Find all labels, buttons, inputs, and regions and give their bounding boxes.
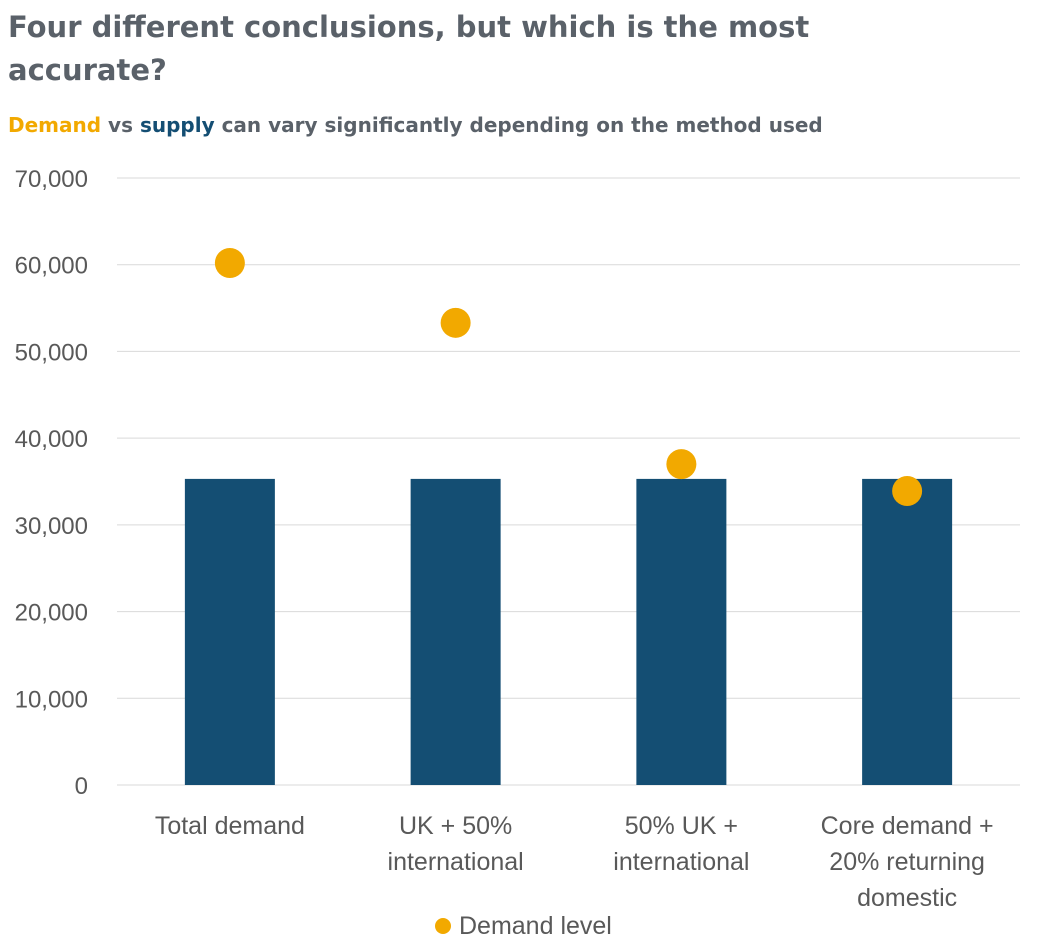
demand-point [214, 247, 245, 278]
y-tick-label: 60,000 [15, 253, 88, 280]
y-tick-label: 0 [75, 773, 88, 800]
demand-point [440, 307, 471, 338]
x-category-label: Total demand [155, 812, 305, 840]
subtitle-supply: supply [139, 113, 215, 137]
y-tick-label: 50,000 [15, 339, 88, 366]
y-tick-label: 10,000 [15, 686, 88, 713]
supply-bar [184, 478, 275, 785]
y-tick-label: 70,000 [15, 166, 88, 193]
legend-marker-demand-level [435, 918, 451, 934]
supply-bar [636, 478, 727, 785]
chart-subtitle: Demand vs supply can vary significantly … [8, 113, 823, 137]
demand-point [666, 449, 697, 480]
subtitle-rest: can vary significantly depending on the … [214, 113, 823, 137]
y-tick-label: 40,000 [15, 426, 88, 453]
y-tick-label: 20,000 [15, 600, 88, 627]
subtitle-vs: vs [101, 113, 140, 137]
chart-title: Four different conclusions, but which is… [8, 10, 810, 87]
x-category-label: Core demand +20% returning domestic [821, 812, 994, 912]
supply-bar [862, 478, 953, 785]
demand-point [892, 476, 923, 507]
x-category-label: UK + 50% international [388, 812, 524, 876]
legend-label-demand-level: Demand level [459, 912, 612, 940]
subtitle-demand: Demand [8, 113, 102, 137]
supply-bar [410, 478, 501, 785]
x-category-label: 50% UK + international [613, 812, 749, 876]
y-tick-label: 30,000 [15, 513, 88, 540]
